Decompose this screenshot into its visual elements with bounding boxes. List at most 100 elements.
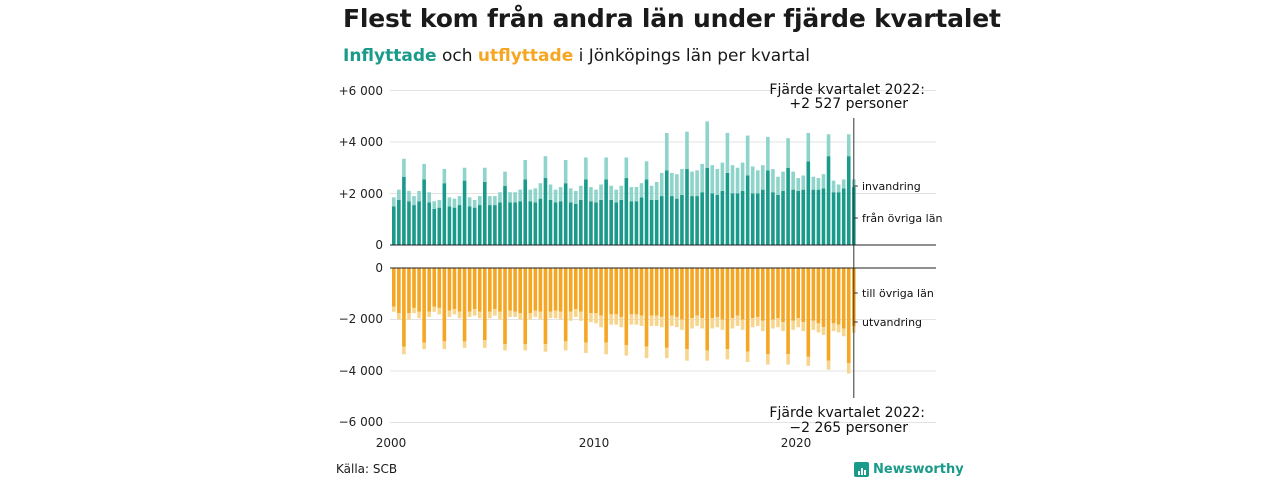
bar-till-ovriga-lan [599,268,603,316]
bar-fran-ovriga-lan [579,199,583,245]
bar-invandring [392,197,396,207]
bar-till-ovriga-lan [488,268,492,312]
bar-till-ovriga-lan [442,268,447,342]
bar-invandring [558,187,563,202]
bar-fran-ovriga-lan [472,207,477,245]
subtitle-utflyttade: utflyttade [477,46,574,66]
bar-fran-ovriga-lan [675,198,679,245]
bar-till-ovriga-lan [720,268,725,320]
bar-utvandring [730,318,735,329]
bar-invandring [750,166,755,194]
bar-invandring [503,171,507,186]
bar-fran-ovriga-lan [452,207,457,245]
bar-till-ovriga-lan [796,268,800,319]
bar-invandring [498,192,502,203]
bar-till-ovriga-lan [685,268,689,350]
bar-till-ovriga-lan [437,268,442,308]
bar-fran-ovriga-lan [508,202,512,245]
bar-utvandring [599,315,603,328]
bar-utvandring [786,354,790,365]
bar-utvandring [513,311,517,317]
bar-utvandring [831,323,836,332]
bar-utvandring [573,309,578,317]
bar-utvandring [710,318,715,329]
bar-till-ovriga-lan [836,268,841,325]
bar-invandring [553,189,558,203]
bar-invandring [675,174,679,199]
bar-fran-ovriga-lan [538,198,543,245]
bar-till-ovriga-lan [710,268,715,319]
bar-invandring [745,135,750,176]
bar-invandring [806,132,811,162]
bar-till-ovriga-lan [528,268,533,314]
bar-fran-ovriga-lan [680,194,684,245]
bar-invandring [563,160,568,184]
brand: Newsworthy [854,462,964,477]
bar-till-ovriga-lan [422,268,426,343]
bar-utvandring [472,309,477,316]
bar-fran-ovriga-lan [457,205,462,245]
x-tick-2020: 2020 [781,436,812,450]
bar-fran-ovriga-lan [750,193,755,245]
bar-fran-ovriga-lan [442,183,447,245]
bar-utvandring [538,311,543,320]
bar-invandring [543,156,548,179]
bar-till-ovriga-lan [816,268,821,324]
bar-fran-ovriga-lan [801,189,806,245]
bar-till-ovriga-lan [649,268,654,316]
bar-invandring [624,157,629,179]
bar-utvandring [523,343,528,351]
bar-till-ovriga-lan [766,268,770,355]
bar-till-ovriga-lan [407,268,411,314]
bar-fran-ovriga-lan [846,156,851,245]
bar-invandring [584,157,588,180]
bar-fran-ovriga-lan [437,207,442,245]
bar-fran-ovriga-lan [664,170,669,245]
bar-till-ovriga-lan [730,268,735,319]
bar-invandring [538,183,543,199]
bar-till-ovriga-lan [604,268,608,343]
bar-fran-ovriga-lan [755,193,760,245]
newsworthy-logo-icon [854,462,869,477]
bar-invandring [457,196,462,206]
bar-fran-ovriga-lan [594,202,598,245]
bar-invandring [508,192,512,203]
bar-invandring [482,167,487,182]
bar-fran-ovriga-lan [735,193,740,245]
bar-fran-ovriga-lan [447,206,452,245]
y-tick-top-6000: +6 000 [339,84,383,98]
bar-utvandring [447,310,452,317]
bar-utvandring [761,320,765,332]
subtitle-inflyttade: Inflyttade [343,46,437,66]
bar-invandring [488,196,492,206]
bar-till-ovriga-lan [533,268,538,311]
bar-fran-ovriga-lan [528,201,533,245]
bar-fran-ovriga-lan [796,190,800,245]
bar-fran-ovriga-lan [503,185,507,245]
bar-till-ovriga-lan [518,268,522,314]
bar-invandring [533,188,538,203]
bar-invandring [604,157,608,180]
bar-utvandring [477,311,482,319]
bar-utvandring [634,314,639,325]
bar-invandring [720,162,725,191]
bar-till-ovriga-lan [614,268,619,315]
bar-utvandring [518,313,522,320]
bar-invandring [467,197,472,207]
bar-invandring [619,185,624,200]
bar-fran-ovriga-lan [670,196,674,245]
bar-utvandring [609,314,613,325]
bar-till-ovriga-lan [543,268,548,344]
bar-fran-ovriga-lan [553,202,558,245]
bar-invandring [548,184,553,200]
bar-fran-ovriga-lan [498,202,502,245]
bar-fran-ovriga-lan [710,193,715,245]
bar-invandring [452,198,457,208]
bar-till-ovriga-lan [594,268,598,314]
bar-utvandring [412,307,416,314]
bar-utvandring [397,313,401,320]
bar-fran-ovriga-lan [513,202,517,245]
bar-fran-ovriga-lan [766,170,770,245]
bar-fran-ovriga-lan [654,199,659,245]
